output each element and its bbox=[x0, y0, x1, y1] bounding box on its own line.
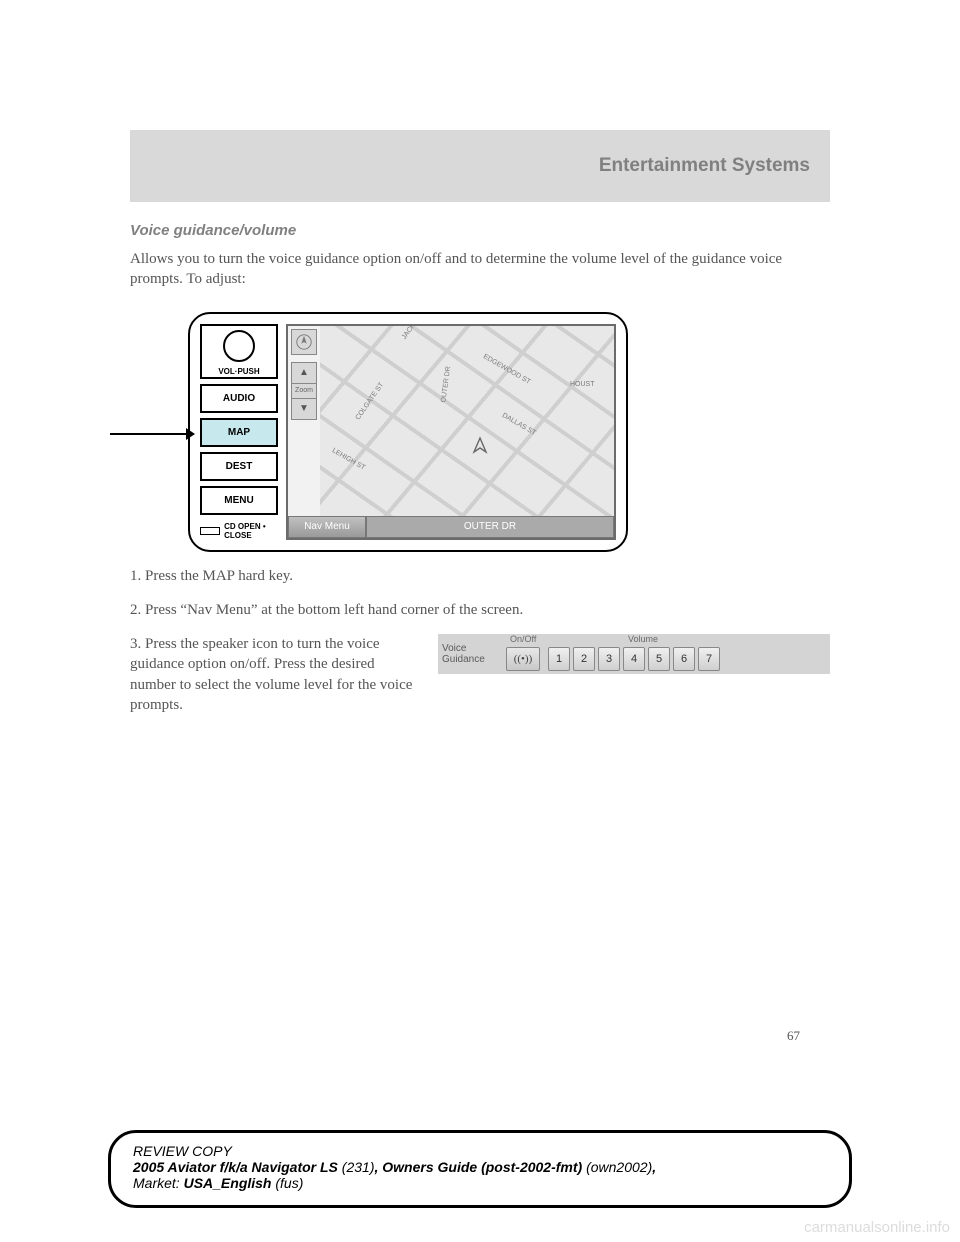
position-marker-icon bbox=[470, 436, 490, 461]
volume-level-button[interactable]: 4 bbox=[623, 647, 645, 671]
intro-paragraph: Allows you to turn the voice guidance op… bbox=[130, 249, 830, 290]
map-button[interactable]: MAP bbox=[200, 418, 278, 447]
hard-key-panel: VOL·PUSH AUDIO MAP DEST MENU CD OPEN • C… bbox=[200, 324, 278, 540]
volume-label: VOL·PUSH bbox=[202, 367, 276, 376]
current-street-label: OUTER DR bbox=[366, 516, 614, 538]
arrow-indicator-icon bbox=[110, 433, 188, 435]
vg-label-line: Guidance bbox=[442, 654, 485, 665]
audio-button[interactable]: AUDIO bbox=[200, 384, 278, 413]
map-area: JACK COLGATE ST OUTER DR EDGEWOOD ST DAL… bbox=[320, 326, 614, 516]
voice-guidance-strip: Voice Guidance On/Off Volume ((•)) 1 2 3… bbox=[438, 634, 830, 674]
nav-menu-button[interactable]: Nav Menu bbox=[288, 516, 366, 538]
volume-level-button[interactable]: 6 bbox=[673, 647, 695, 671]
step-3: 3. Press the speaker icon to turn the vo… bbox=[130, 634, 420, 715]
volume-level-button[interactable]: 7 bbox=[698, 647, 720, 671]
menu-button[interactable]: MENU bbox=[200, 486, 278, 515]
vg-label-line: Voice bbox=[442, 643, 466, 654]
footer-box: REVIEW COPY 2005 Aviator f/k/a Navigator… bbox=[108, 1130, 852, 1208]
subheading: Voice guidance/volume bbox=[130, 222, 830, 239]
dest-button[interactable]: DEST bbox=[200, 452, 278, 481]
onoff-label: On/Off bbox=[510, 634, 536, 644]
zoom-out-button[interactable]: ▼ bbox=[291, 398, 317, 420]
cd-slot-icon bbox=[200, 527, 220, 535]
volume-knob-box: VOL·PUSH bbox=[200, 324, 278, 380]
watermark: carmanualsonline.info bbox=[804, 1219, 950, 1236]
footer-line-2: 2005 Aviator f/k/a Navigator LS (231), O… bbox=[133, 1159, 827, 1175]
zoom-in-button[interactable]: ▲ bbox=[291, 362, 317, 384]
volume-levels: 1 2 3 4 5 6 7 bbox=[548, 647, 720, 671]
volume-level-button[interactable]: 2 bbox=[573, 647, 595, 671]
street-label: HOUST bbox=[570, 381, 595, 388]
footer-line-3: Market: USA_English (fus) bbox=[133, 1175, 827, 1191]
compass-icon[interactable] bbox=[291, 329, 317, 355]
cd-slot-row: CD OPEN • CLOSE bbox=[200, 522, 278, 540]
section-header-title: Entertainment Systems bbox=[599, 155, 810, 177]
speaker-toggle-button[interactable]: ((•)) bbox=[506, 647, 540, 671]
volume-level-button[interactable]: 3 bbox=[598, 647, 620, 671]
cd-slot-label: CD OPEN • CLOSE bbox=[224, 522, 278, 540]
zoom-control: ▲ Zoom ▼ bbox=[291, 362, 317, 420]
footer-line-1: REVIEW COPY bbox=[133, 1143, 827, 1159]
zoom-label: Zoom bbox=[291, 384, 317, 398]
volume-level-button[interactable]: 5 bbox=[648, 647, 670, 671]
volume-section-label: Volume bbox=[628, 634, 658, 644]
screen-bottom-bar: Nav Menu OUTER DR bbox=[288, 516, 614, 538]
volume-level-button[interactable]: 1 bbox=[548, 647, 570, 671]
page-number: 67 bbox=[787, 1028, 800, 1044]
section-header-band: Entertainment Systems bbox=[130, 130, 830, 202]
step-2: 2. Press “Nav Menu” at the bottom left h… bbox=[130, 600, 830, 620]
nav-screen: JACK COLGATE ST OUTER DR EDGEWOOD ST DAL… bbox=[286, 324, 616, 540]
step-1: 1. Press the MAP hard key. bbox=[130, 566, 830, 586]
voice-guidance-label: Voice Guidance bbox=[442, 643, 498, 665]
volume-knob-icon bbox=[223, 330, 255, 362]
nav-unit-figure: VOL·PUSH AUDIO MAP DEST MENU CD OPEN • C… bbox=[188, 312, 628, 552]
